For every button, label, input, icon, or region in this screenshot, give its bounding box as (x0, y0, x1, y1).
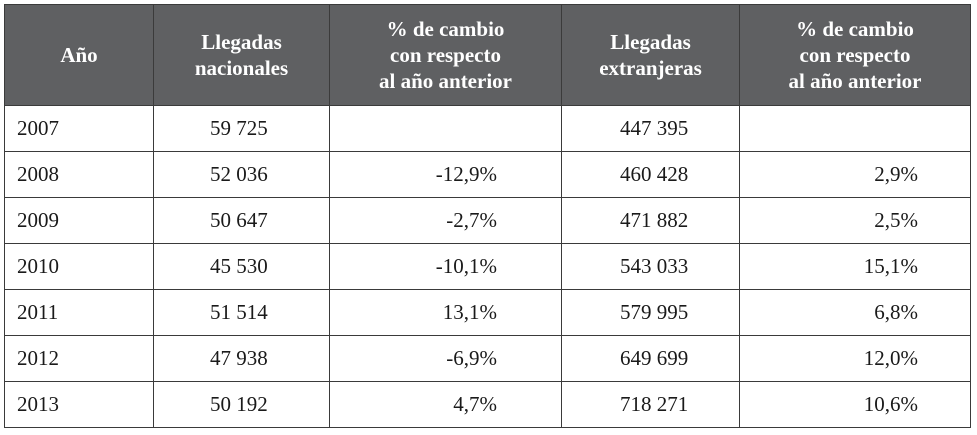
table-row: 2013 50 192 4,7% 718 271 10,6% (4, 381, 971, 428)
cell-national-arrivals: 52 036 (153, 151, 330, 198)
cell-national-change: -12,9% (329, 151, 562, 198)
arrivals-table: Año Llegadas nacionales % de cambio con … (4, 4, 971, 428)
table-row: 2009 50 647 -2,7% 471 882 2,5% (4, 197, 971, 244)
cell-foreign-arrivals: 460 428 (561, 151, 740, 198)
cell-national-arrivals: 47 938 (153, 335, 330, 382)
header-national-change: % de cambio con respecto al año anterior (329, 4, 562, 106)
table-row: 2007 59 725 447 395 (4, 105, 971, 152)
cell-foreign-change: 2,5% (739, 197, 971, 244)
cell-national-change: 4,7% (329, 381, 562, 428)
cell-foreign-arrivals: 543 033 (561, 243, 740, 290)
header-row: Año Llegadas nacionales % de cambio con … (4, 4, 971, 106)
cell-national-arrivals: 50 647 (153, 197, 330, 244)
table-row: 2011 51 514 13,1% 579 995 6,8% (4, 289, 971, 336)
cell-national-change: -2,7% (329, 197, 562, 244)
cell-foreign-change: 10,6% (739, 381, 971, 428)
cell-foreign-change: 2,9% (739, 151, 971, 198)
table-row: 2012 47 938 -6,9% 649 699 12,0% (4, 335, 971, 382)
cell-foreign-arrivals: 471 882 (561, 197, 740, 244)
cell-year: 2009 (4, 197, 154, 244)
cell-national-arrivals: 45 530 (153, 243, 330, 290)
table-body: 2007 59 725 447 395 2008 52 036 -12,9% 4… (4, 105, 971, 428)
cell-foreign-arrivals: 649 699 (561, 335, 740, 382)
cell-national-change (329, 105, 562, 152)
cell-year: 2011 (4, 289, 154, 336)
cell-foreign-arrivals: 718 271 (561, 381, 740, 428)
cell-national-arrivals: 50 192 (153, 381, 330, 428)
cell-foreign-change: 12,0% (739, 335, 971, 382)
cell-foreign-change: 15,1% (739, 243, 971, 290)
cell-year: 2007 (4, 105, 154, 152)
cell-foreign-change: 6,8% (739, 289, 971, 336)
cell-year: 2012 (4, 335, 154, 382)
header-national-arrivals: Llegadas nacionales (153, 4, 330, 106)
cell-national-change: -6,9% (329, 335, 562, 382)
table-row: 2010 45 530 -10,1% 543 033 15,1% (4, 243, 971, 290)
header-year: Año (4, 4, 154, 106)
table-header: Año Llegadas nacionales % de cambio con … (4, 4, 971, 106)
cell-year: 2008 (4, 151, 154, 198)
cell-foreign-change (739, 105, 971, 152)
cell-national-change: 13,1% (329, 289, 562, 336)
cell-national-arrivals: 59 725 (153, 105, 330, 152)
cell-national-change: -10,1% (329, 243, 562, 290)
cell-year: 2010 (4, 243, 154, 290)
cell-foreign-arrivals: 579 995 (561, 289, 740, 336)
header-foreign-arrivals: Llegadas extranjeras (561, 4, 740, 106)
header-foreign-change: % de cambio con respecto al año anterior (739, 4, 971, 106)
cell-foreign-arrivals: 447 395 (561, 105, 740, 152)
arrivals-table-container: Año Llegadas nacionales % de cambio con … (4, 4, 971, 428)
cell-year: 2013 (4, 381, 154, 428)
table-row: 2008 52 036 -12,9% 460 428 2,9% (4, 151, 971, 198)
cell-national-arrivals: 51 514 (153, 289, 330, 336)
